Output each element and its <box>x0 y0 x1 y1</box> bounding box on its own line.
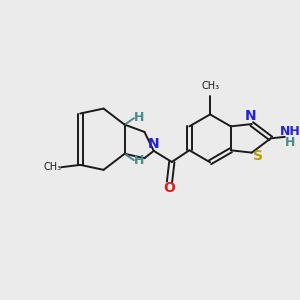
Text: N: N <box>245 109 256 123</box>
Text: S: S <box>253 149 263 163</box>
Text: H: H <box>285 136 295 148</box>
Text: NH: NH <box>280 124 300 137</box>
Text: CH₃: CH₃ <box>44 162 62 172</box>
Text: CH₃: CH₃ <box>201 81 219 91</box>
Text: O: O <box>164 181 175 195</box>
Text: H: H <box>134 111 144 124</box>
Text: H: H <box>134 154 144 167</box>
Text: N: N <box>148 137 160 152</box>
